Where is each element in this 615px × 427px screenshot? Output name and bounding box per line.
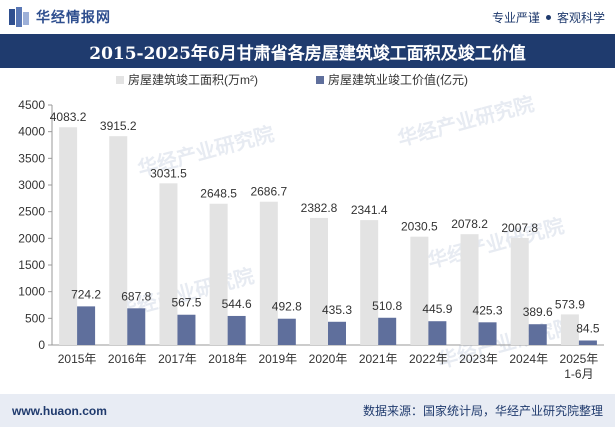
bar-value-8 xyxy=(478,322,497,345)
data-label-value-8: 425.3 xyxy=(473,303,503,317)
bar-area-7 xyxy=(410,236,429,345)
data-label-area-4: 2686.7 xyxy=(250,185,287,199)
x-tick-label: 2017年 xyxy=(158,352,197,366)
bar-value-0 xyxy=(77,306,96,345)
data-label-value-1: 687.8 xyxy=(121,289,151,303)
bar-area-5 xyxy=(310,217,328,345)
bullet-icon xyxy=(545,14,551,20)
bar-area-8 xyxy=(460,234,479,345)
data-label-value-2: 567.5 xyxy=(171,296,201,310)
legend-swatch-value xyxy=(316,76,324,84)
data-label-area-0: 4083.2 xyxy=(50,110,87,124)
legend-swatch-area xyxy=(116,76,124,84)
bar-value-7 xyxy=(428,321,447,345)
footer: www.huaon.com 数据来源：国家统计局，华经产业研究院整理 xyxy=(0,394,615,427)
data-label-value-0: 724.2 xyxy=(71,287,101,301)
top-bar: 华经情报网 专业严谨 客观科学 xyxy=(0,0,615,34)
brand-name: 华经情报网 xyxy=(36,9,111,25)
bar-area-9 xyxy=(510,237,529,345)
data-label-area-1: 3915.2 xyxy=(100,119,137,133)
tagline: 专业严谨 客观科学 xyxy=(492,9,605,26)
bar-value-9 xyxy=(528,324,547,345)
x-tick-label: 2023年 xyxy=(459,352,498,366)
chart-title: 2015-2025年6月甘肃省各房屋建筑竣工面积及竣工价值 xyxy=(0,34,615,68)
bar-area-3 xyxy=(209,203,228,345)
x-tick-label: 2018年 xyxy=(208,352,247,366)
y-tick-label: 0 xyxy=(38,338,45,352)
brand-logo-icon xyxy=(9,7,29,27)
data-label-area-10: 573.9 xyxy=(555,297,585,311)
bar-value-3 xyxy=(227,315,246,345)
tagline-1: 专业严谨 xyxy=(491,10,540,25)
y-tick-label: 3000 xyxy=(18,178,45,192)
x-tick-label: 1-6月 xyxy=(564,367,593,381)
data-label-area-8: 2078.2 xyxy=(451,217,488,231)
data-label-value-3: 544.6 xyxy=(222,297,252,311)
x-tick-label: 2019年 xyxy=(258,352,297,366)
data-label-area-7: 2030.5 xyxy=(401,220,438,234)
brand[interactable]: 华经情报网 xyxy=(8,6,111,28)
data-label-value-7: 445.9 xyxy=(422,302,452,316)
bar-value-2 xyxy=(177,314,196,345)
bar-area-2 xyxy=(159,183,178,345)
x-tick-label: 2025年 xyxy=(560,352,599,366)
bar-value-10 xyxy=(578,340,597,345)
data-label-area-2: 3031.5 xyxy=(150,166,187,180)
bar-value-5 xyxy=(328,321,346,345)
x-tick-label: 2021年 xyxy=(359,352,398,366)
x-tick-label: 2020年 xyxy=(309,352,348,366)
watermark-2: 华经产业研究院 xyxy=(425,213,566,272)
data-label-area-9: 2007.8 xyxy=(501,221,538,235)
legend: 房屋建筑竣工面积(万m²) 房屋建筑业竣工价值(亿元) xyxy=(116,72,468,87)
y-tick-label: 1500 xyxy=(18,258,45,272)
y-tick-label: 4000 xyxy=(18,125,45,139)
tagline-2: 客观科学 xyxy=(556,10,605,25)
y-tick-label: 1000 xyxy=(18,285,45,299)
watermark-0: 华经产业研究院 xyxy=(395,91,536,150)
x-tick-label: 2024年 xyxy=(509,352,548,366)
y-tick-label: 3500 xyxy=(18,151,45,165)
data-label-value-10: 84.5 xyxy=(576,321,600,335)
watermark-4: 华经产业研究院 xyxy=(435,313,576,372)
x-tick-label: 2022年 xyxy=(409,352,448,366)
data-label-value-6: 510.8 xyxy=(372,299,402,313)
y-tick-label: 2500 xyxy=(18,205,45,219)
bar-area-0 xyxy=(59,127,78,345)
legend-label-area: 房屋建筑竣工面积(万m²) xyxy=(128,72,258,87)
bars xyxy=(59,127,597,345)
bar-value-1 xyxy=(127,308,146,345)
footer-site-link[interactable]: www.huaon.com xyxy=(12,403,107,418)
x-tick-label: 2016年 xyxy=(108,352,147,366)
y-tick-label: 4500 xyxy=(18,98,45,112)
data-label-value-4: 492.8 xyxy=(272,300,302,314)
bar-area-10 xyxy=(560,314,579,345)
data-label-value-5: 435.3 xyxy=(322,303,352,317)
data-label-area-6: 2341.4 xyxy=(351,203,388,217)
bar-value-6 xyxy=(378,317,397,345)
bar-value-4 xyxy=(277,318,296,345)
data-label-area-3: 2648.5 xyxy=(200,187,237,201)
y-tick-label: 500 xyxy=(25,311,45,325)
data-label-area-5: 2382.8 xyxy=(301,201,338,215)
data-labels: 4083.2 724.2 3915.2 687.8 3031.5 567.5 2648.5 5… xyxy=(50,110,600,335)
legend-label-value: 房屋建筑业竣工价值(亿元) xyxy=(328,72,468,87)
x-tick-label: 2015年 xyxy=(58,352,97,366)
bar-area-4 xyxy=(259,201,278,345)
footer-source: 数据来源：国家统计局，华经产业研究院整理 xyxy=(362,404,603,418)
bar-area-6 xyxy=(360,220,379,345)
bar-area-1 xyxy=(109,136,128,345)
y-tick-label: 2000 xyxy=(18,231,45,245)
data-label-value-9: 389.6 xyxy=(523,305,553,319)
